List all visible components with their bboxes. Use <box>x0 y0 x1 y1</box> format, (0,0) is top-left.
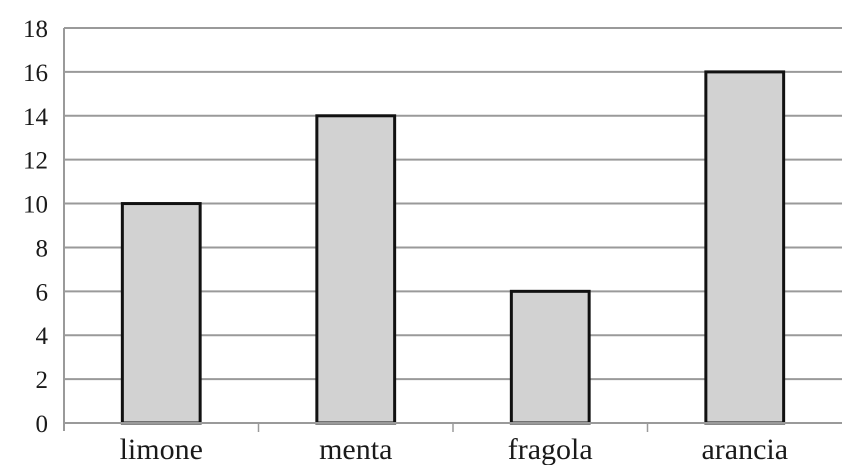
y-tick-labels: 0 2 4 6 8 10 12 14 16 18 <box>23 16 49 438</box>
y-tick-label: 18 <box>23 16 48 43</box>
bar-limone <box>120 202 202 425</box>
bars <box>120 70 786 425</box>
axes <box>63 28 842 432</box>
y-tick-label: 2 <box>36 367 49 394</box>
y-tick-label: 8 <box>36 235 49 262</box>
y-tick-label: 0 <box>36 411 49 438</box>
bar-arancia <box>704 70 786 425</box>
y-tick-label: 16 <box>23 60 48 87</box>
x-tick-label: menta <box>319 433 392 465</box>
y-tick-label: 14 <box>23 104 49 131</box>
bar-menta <box>315 114 397 425</box>
x-tick-labels: limone menta fragola arancia <box>120 433 788 465</box>
y-tick-label: 10 <box>23 192 48 219</box>
x-tick-label: limone <box>120 433 203 465</box>
x-tick-label: fragola <box>508 433 593 465</box>
y-tick-label: 12 <box>23 148 48 175</box>
x-tick-label: arancia <box>701 433 788 465</box>
y-tick-label: 4 <box>36 323 49 350</box>
y-tick-label: 6 <box>36 279 49 306</box>
bar-fragola <box>509 289 591 425</box>
